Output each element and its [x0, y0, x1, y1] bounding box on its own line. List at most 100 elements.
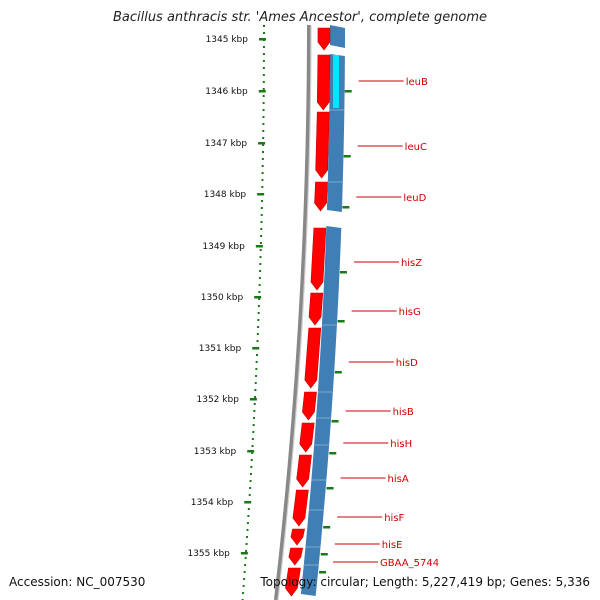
- scale-dot: [262, 116, 265, 118]
- scale-dot: [250, 459, 253, 461]
- gene-label-hish: hisH: [390, 439, 412, 450]
- scale-dot: [244, 564, 247, 566]
- scale-dot: [261, 179, 264, 181]
- scale-dot: [261, 158, 264, 160]
- scale-dot: [255, 361, 258, 363]
- forward-gene-arrow: [317, 27, 331, 51]
- scale-dot: [253, 410, 256, 412]
- scale-dot: [262, 144, 265, 146]
- forward-gene-arrow: [296, 454, 312, 488]
- strand-tick: [339, 271, 347, 274]
- forward-gene-arrow: [290, 528, 305, 546]
- scale-label: 1354 kbp: [191, 498, 234, 508]
- gene-label-hise: hisE: [382, 540, 403, 551]
- scale-dot: [252, 424, 255, 426]
- scale-dot: [251, 445, 254, 447]
- gene-label-hisb: hisB: [393, 407, 414, 418]
- scale-dot: [262, 123, 265, 125]
- strand-tick: [319, 571, 327, 574]
- scale-dot: [262, 60, 265, 62]
- scale-dot: [257, 326, 260, 328]
- gene-label-hisa: hisA: [388, 474, 409, 485]
- scale-dot: [258, 277, 261, 279]
- scale-dot: [261, 186, 264, 188]
- gene-label-gbaa_5744: GBAA_5744: [380, 558, 439, 569]
- reverse-gene-block: [326, 54, 345, 212]
- forward-gene-arrow: [285, 567, 301, 597]
- scale-tick: [258, 38, 266, 41]
- scale-dot: [263, 25, 265, 27]
- scale-dot: [245, 550, 248, 552]
- scale-tick: [240, 552, 248, 555]
- reverse-gene-block: [329, 25, 345, 48]
- forward-gene-arrow: [292, 489, 309, 527]
- scale-dot: [262, 67, 265, 69]
- strand-tick: [326, 487, 334, 490]
- scale-dot: [254, 396, 257, 398]
- scale-label: 1349 kbp: [202, 242, 245, 252]
- gene-label-hisz: hisZ: [401, 258, 422, 269]
- forward-gene-arrow: [308, 292, 324, 326]
- accession-text: Accession: NC_007530: [9, 575, 146, 589]
- strand-tick: [329, 452, 337, 455]
- scale-dot: [261, 200, 264, 202]
- backbone: [273, 24, 312, 600]
- scale-dot: [247, 508, 250, 510]
- scale-dot: [254, 382, 257, 384]
- scale-dot: [249, 480, 252, 482]
- forward-gene-arrow: [302, 391, 317, 421]
- scale-tick: [254, 296, 262, 299]
- scale-dot: [262, 130, 265, 132]
- scale-dot: [262, 32, 265, 34]
- strand-tick: [337, 320, 345, 323]
- forward-gene-arrow: [315, 111, 330, 179]
- strand-tick: [342, 206, 350, 209]
- scale-dot: [256, 333, 259, 335]
- scale-label: 1353 kbp: [194, 447, 237, 457]
- scale-dot: [242, 592, 245, 594]
- scale-dot: [260, 235, 263, 237]
- scale-dot: [254, 389, 257, 391]
- gene-label-leuc: leuC: [405, 142, 427, 153]
- scale-dot: [251, 452, 254, 454]
- scale-label: 1348 kbp: [204, 190, 247, 200]
- forward-gene-arrow: [314, 181, 328, 212]
- scale-tick: [244, 501, 252, 504]
- scale-tick: [257, 193, 265, 196]
- scale-label: 1355 kbp: [187, 549, 230, 559]
- map-title: Bacillus anthracis str. 'Ames Ancestor',…: [112, 10, 488, 25]
- scale-dot: [262, 46, 265, 48]
- scale-dot: [255, 375, 258, 377]
- scale-dot: [261, 165, 264, 167]
- scale-dot: [250, 466, 253, 468]
- strand-tick: [343, 155, 351, 158]
- strand-tick: [323, 526, 331, 529]
- scale-dot: [252, 431, 255, 433]
- backbone-highlight: [277, 24, 312, 600]
- scale-tick: [247, 450, 255, 453]
- scale-dot: [262, 137, 265, 139]
- scale-dot: [248, 494, 251, 496]
- scale-tick: [252, 347, 260, 350]
- strand-tick: [334, 371, 342, 374]
- gene-label-hisf: hisF: [384, 513, 404, 524]
- scale-dot: [246, 522, 249, 524]
- scale-tick: [255, 245, 263, 248]
- gene-label-hisg: hisG: [399, 307, 421, 318]
- scale-dot: [243, 578, 246, 580]
- strand-tick: [344, 90, 352, 93]
- scale-dot: [256, 340, 259, 342]
- scale-label: 1345 kbp: [206, 35, 249, 45]
- scale-dot: [247, 515, 250, 517]
- scale-dot: [258, 291, 261, 293]
- scale-dot: [262, 74, 265, 76]
- scale-dot: [244, 557, 247, 559]
- scale-dot: [259, 270, 262, 272]
- scale-dot: [249, 487, 252, 489]
- scale-dot: [262, 81, 265, 83]
- scale-dot: [259, 263, 262, 265]
- scale-label: 1352 kbp: [197, 395, 240, 405]
- scale-dot: [259, 242, 262, 244]
- scale-dot: [257, 312, 260, 314]
